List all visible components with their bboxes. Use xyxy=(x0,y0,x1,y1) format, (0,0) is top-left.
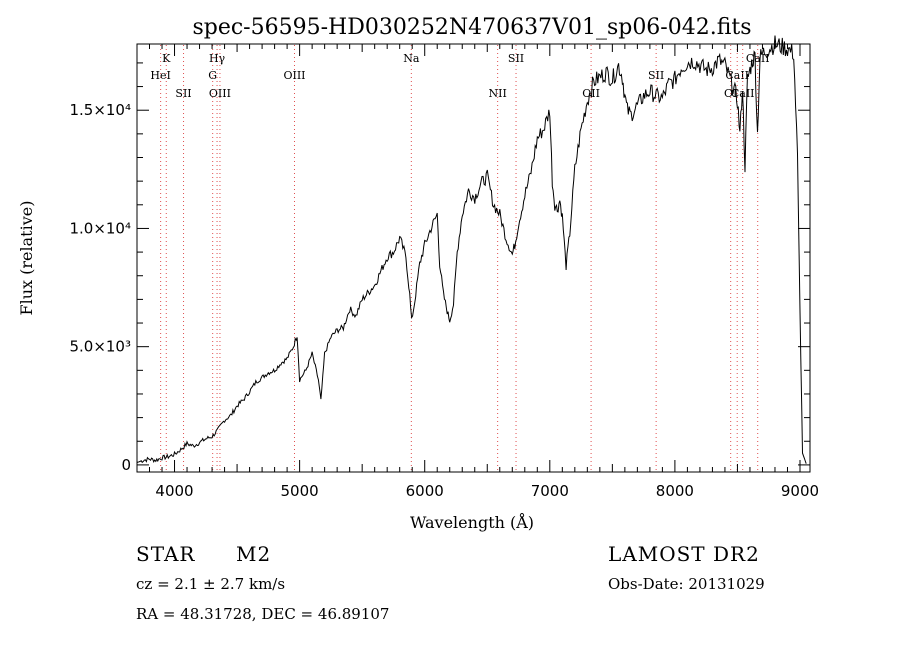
object-class: STAR xyxy=(136,542,196,566)
emission-line-label: OIII xyxy=(209,87,231,100)
coordinates: RA = 48.31728, DEC = 46.89107 xyxy=(136,605,390,623)
y-tick-label: 0 xyxy=(121,456,131,474)
x-tick-label: 6000 xyxy=(406,482,444,500)
emission-line-label: SII xyxy=(508,52,524,65)
x-tick-label: 5000 xyxy=(281,482,319,500)
emission-line-label: K xyxy=(162,52,171,65)
y-tick-label: 1.0×10⁴ xyxy=(69,219,131,237)
emission-line-label: Na xyxy=(403,52,420,65)
x-axis-ticks: 4000 5000 6000 7000 8000 9000 xyxy=(136,44,819,500)
emission-line-label: CaII xyxy=(746,52,770,65)
chart-title: spec-56595-HD030252N470637V01_sp06-042.f… xyxy=(192,15,751,40)
y-axis-ticks: 0 5.0×10³ 1.0×10⁴ 1.5×10⁴ xyxy=(69,62,810,474)
emission-line-label: NII xyxy=(488,87,506,100)
emission-line-label: SII xyxy=(175,87,191,100)
x-tick-label: 9000 xyxy=(781,482,819,500)
x-tick-label: 4000 xyxy=(155,482,193,500)
emission-line-label: OI xyxy=(724,87,737,100)
emission-line-label: SII xyxy=(648,69,664,82)
spectrum-line xyxy=(136,35,807,464)
emission-line-label: OII xyxy=(582,87,600,100)
emission-line-label: Hγ xyxy=(209,52,226,65)
emission-line-label: HeI xyxy=(150,69,170,82)
plot-frame xyxy=(136,43,811,473)
y-tick-label: 5.0×10³ xyxy=(69,338,131,356)
x-tick-label: 8000 xyxy=(656,482,694,500)
x-tick-label: 7000 xyxy=(531,482,569,500)
obs-date: Obs-Date: 20131029 xyxy=(608,575,765,593)
y-axis-label: Flux (relative) xyxy=(17,201,36,316)
object-subclass: M2 xyxy=(236,542,272,566)
emission-line-label: G xyxy=(208,69,217,82)
x-axis-label: Wavelength (Å) xyxy=(410,512,534,532)
emission-line-label: OIII xyxy=(283,69,305,82)
emission-line-markers: KHeISIIHγGOIIIOIIINaNIISIIOIISIIOICaIICa… xyxy=(150,45,770,471)
y-tick-label: 1.5×10⁴ xyxy=(69,101,131,119)
redshift-value: cz = 2.1 ± 2.7 km/s xyxy=(136,575,286,593)
survey-name: LAMOST DR2 xyxy=(608,542,760,566)
